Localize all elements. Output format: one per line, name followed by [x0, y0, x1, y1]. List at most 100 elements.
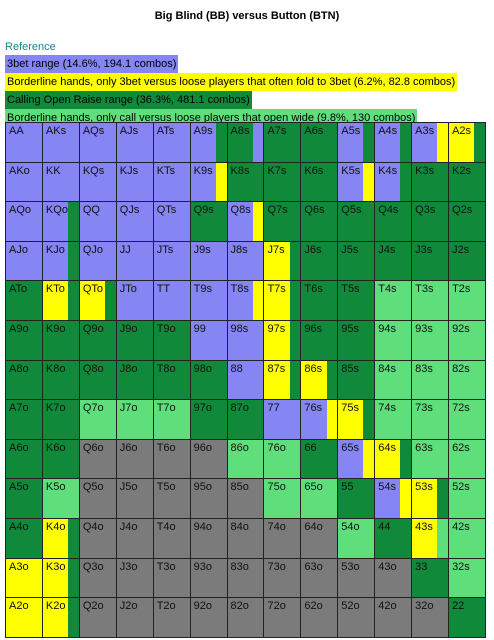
hand-cell: Q9s — [189, 201, 228, 242]
hand-label: K5o — [45, 481, 66, 494]
hand-cell-split — [326, 360, 338, 400]
hand-label: KK — [45, 164, 61, 177]
hand-cell-split — [68, 241, 79, 281]
hand-cell-split — [215, 123, 227, 162]
hand-label: J5o — [119, 481, 138, 494]
hand-cell: A7s — [263, 122, 302, 163]
hand-cell-split — [68, 202, 79, 241]
reference-heading: Reference — [5, 41, 56, 53]
hand-cell: 74s — [374, 399, 413, 440]
hand-label: 94o — [193, 521, 212, 533]
hand-cell: AJo — [5, 240, 43, 282]
hand-cell: 92o — [189, 597, 228, 638]
hand-label: A2s — [452, 125, 472, 137]
hand-cell: J9s — [189, 240, 228, 282]
hand-label: AJs — [119, 125, 139, 137]
hand-cell: T3s — [411, 280, 450, 321]
reference-label: Calling Open Raise range (36.3%, 481.1 c… — [5, 91, 252, 109]
hand-cell: A5o — [5, 478, 43, 519]
hand-cell: 33 — [411, 557, 450, 599]
hand-cell: Q4o — [78, 518, 117, 559]
hand-label: 22 — [452, 600, 465, 613]
hand-cell: AA — [5, 122, 43, 163]
hand-cell: 94o — [189, 518, 228, 559]
hand-label: J6s — [304, 243, 322, 256]
hand-cell: K6o — [41, 438, 80, 480]
hand-label: 72s — [452, 402, 470, 415]
hand-cell-split — [68, 519, 79, 558]
hand-cell: 55 — [337, 478, 376, 519]
hand-label: 92o — [193, 600, 212, 613]
hand-cell: 95o — [189, 478, 228, 519]
title: Big Blind (BB) versus Button (BTN) — [154, 10, 340, 22]
hand-label: Q8s — [230, 204, 251, 217]
hand-label: A8o — [9, 362, 29, 375]
hand-label: Q3o — [82, 560, 104, 573]
hand-cell: T7o — [152, 399, 191, 440]
hand-label: QJo — [82, 243, 104, 256]
hand-cell: T7s — [263, 280, 302, 321]
hand-label: 92s — [452, 323, 470, 335]
hand-label: 44 — [378, 521, 391, 533]
hand-cell: Q3s — [411, 201, 450, 242]
hand-cell: J5s — [337, 240, 376, 282]
hand-label: 96s — [304, 323, 323, 335]
hand-cell: AKo — [5, 161, 43, 203]
hand-cell: 92s — [448, 320, 486, 361]
hand-cell: K4s — [374, 161, 413, 203]
hand-cell: A9s — [189, 122, 228, 163]
hand-cell: A2o — [5, 597, 43, 638]
hand-label: KJo — [45, 243, 65, 256]
hand-label: K6s — [304, 164, 324, 177]
hand-cell-split — [105, 281, 116, 320]
hand-cell: J7o — [115, 399, 154, 440]
hand-label: J8o — [119, 362, 138, 375]
hand-cell: 52s — [448, 478, 486, 519]
hand-label: 42s — [452, 521, 470, 533]
hand-label: 65o — [304, 481, 323, 494]
hand-label: 97s — [267, 323, 286, 335]
hand-cell: Q5s — [337, 201, 376, 242]
hand-label: A4s — [378, 125, 398, 137]
hand-label: 64o — [304, 521, 323, 533]
hand-cell-split — [68, 558, 79, 598]
hand-label: J5s — [341, 243, 359, 256]
hand-label: Q9o — [82, 323, 104, 335]
hand-cell: Q7s — [263, 201, 302, 242]
hand-label: 52s — [452, 481, 470, 494]
hand-label: T6s — [304, 283, 323, 296]
hand-label: T3s — [415, 283, 434, 296]
hand-cell: 53s — [411, 478, 450, 519]
hand-cell: J8o — [115, 359, 154, 401]
hand-cell: 84o — [226, 518, 265, 559]
hand-label: 95s — [341, 323, 360, 335]
hand-cell-split — [215, 162, 227, 202]
hand-cell: A6s — [300, 122, 339, 163]
hand-label: ATs — [156, 125, 175, 137]
hand-cell: J9o — [115, 320, 154, 361]
hand-cell: 32s — [448, 557, 486, 599]
hand-label: KQs — [82, 164, 105, 177]
hand-label: T8o — [156, 362, 176, 375]
hand-cell: KJo — [41, 240, 80, 282]
hand-cell-split — [437, 519, 449, 558]
hand-label: 82o — [230, 600, 249, 613]
hand-label: 84s — [378, 362, 396, 375]
hand-label: 97o — [193, 402, 212, 415]
hand-label: Q4o — [82, 521, 104, 533]
hand-label: T3o — [156, 560, 176, 573]
hand-cell: ATo — [5, 280, 43, 321]
hand-cell: Q6s — [300, 201, 339, 242]
hand-label: T7o — [156, 402, 176, 415]
hand-label: A6o — [9, 441, 29, 454]
hand-label: 87s — [267, 362, 286, 375]
hand-label: J3s — [415, 243, 433, 256]
hand-cell-split — [68, 598, 79, 637]
hand-label: K8o — [45, 362, 66, 375]
hand-label: A7o — [9, 402, 29, 415]
hand-label: J2o — [119, 600, 138, 613]
hand-cell: Q2o — [78, 597, 117, 638]
hand-label: Q5s — [341, 204, 362, 217]
hand-cell: 32o — [411, 597, 450, 638]
